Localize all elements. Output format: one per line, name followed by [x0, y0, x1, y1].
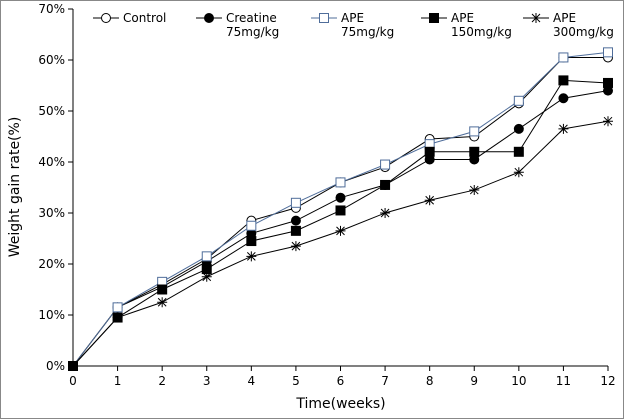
- y-tick-label: 70%: [38, 2, 65, 16]
- x-tick-label: 2: [158, 374, 166, 388]
- legend-symbol: [196, 13, 222, 23]
- x-tick-label: 12: [600, 374, 615, 388]
- marker: [335, 192, 346, 203]
- marker: [513, 123, 524, 134]
- marker: [290, 215, 301, 226]
- y-tick-label: 50%: [38, 104, 65, 118]
- x-tick-label: 11: [556, 374, 571, 388]
- marker: [204, 13, 214, 23]
- y-tick-label: 10%: [38, 308, 65, 322]
- marker: [112, 302, 123, 313]
- legend-item: APE 150mg/kg: [421, 11, 512, 39]
- x-tick-label: 6: [337, 374, 345, 388]
- marker: [290, 197, 301, 208]
- marker: [558, 52, 569, 63]
- marker: [290, 241, 301, 252]
- marker: [157, 297, 168, 308]
- marker: [469, 126, 480, 137]
- legend-symbol: [311, 13, 337, 23]
- legend-item: Creatine 75mg/kg: [196, 11, 279, 39]
- x-tick-label: 7: [381, 374, 389, 388]
- y-tick-label: 20%: [38, 257, 65, 271]
- x-tick-label: 4: [248, 374, 256, 388]
- y-tick-label: 0%: [46, 359, 65, 373]
- marker: [101, 13, 111, 23]
- marker: [513, 167, 524, 178]
- marker: [603, 47, 613, 58]
- x-tick-label: 0: [69, 374, 77, 388]
- marker: [157, 284, 168, 295]
- marker: [558, 75, 569, 86]
- marker: [246, 220, 257, 231]
- marker: [380, 208, 391, 218]
- y-tick-label: 40%: [38, 155, 65, 169]
- marker: [201, 251, 212, 262]
- marker: [603, 77, 613, 88]
- marker: [335, 177, 346, 188]
- marker: [246, 236, 257, 247]
- y-tick-label: 60%: [38, 53, 65, 67]
- marker: [112, 312, 123, 323]
- marker: [319, 13, 329, 23]
- legend-item: Control: [93, 11, 166, 25]
- legend-symbol: [421, 13, 447, 23]
- legend-item: APE 300mg/kg: [523, 11, 614, 39]
- y-axis-label: Weight gain rate(%): [7, 117, 23, 258]
- x-axis-label: Time(weeks): [295, 396, 385, 412]
- legend-label: APE 150mg/kg: [451, 11, 512, 39]
- marker: [246, 251, 257, 262]
- marker: [201, 271, 212, 282]
- x-tick-label: 5: [292, 374, 300, 388]
- series-line: [72, 120, 609, 367]
- legend-label: Creatine 75mg/kg: [226, 11, 280, 39]
- marker: [68, 361, 78, 371]
- marker: [469, 146, 480, 157]
- x-tick-label: 10: [511, 374, 526, 388]
- legend-label: APE 300mg/kg: [553, 11, 614, 39]
- marker: [380, 179, 391, 190]
- marker: [424, 146, 435, 157]
- x-tick-label: 9: [470, 374, 478, 388]
- legend-label: APE 75mg/kg: [341, 11, 395, 39]
- marker: [429, 13, 439, 23]
- marker: [335, 205, 346, 216]
- marker: [513, 146, 524, 157]
- marker: [513, 95, 524, 106]
- marker: [335, 225, 346, 236]
- marker: [531, 13, 541, 23]
- x-tick-label: 1: [114, 374, 122, 388]
- marker: [424, 195, 435, 206]
- y-tick-label: 30%: [38, 206, 65, 220]
- marker: [558, 93, 569, 104]
- legend-item: APE 75mg/kg: [311, 11, 394, 39]
- marker: [380, 159, 391, 170]
- legend-label: Control: [123, 11, 167, 25]
- legend-symbol: [523, 13, 549, 23]
- marker: [558, 123, 569, 134]
- marker: [469, 185, 480, 196]
- x-tick-label: 3: [203, 374, 211, 388]
- marker: [290, 225, 301, 236]
- legend-symbol: [93, 13, 119, 23]
- marker: [603, 116, 613, 127]
- x-tick-label: 8: [426, 374, 434, 388]
